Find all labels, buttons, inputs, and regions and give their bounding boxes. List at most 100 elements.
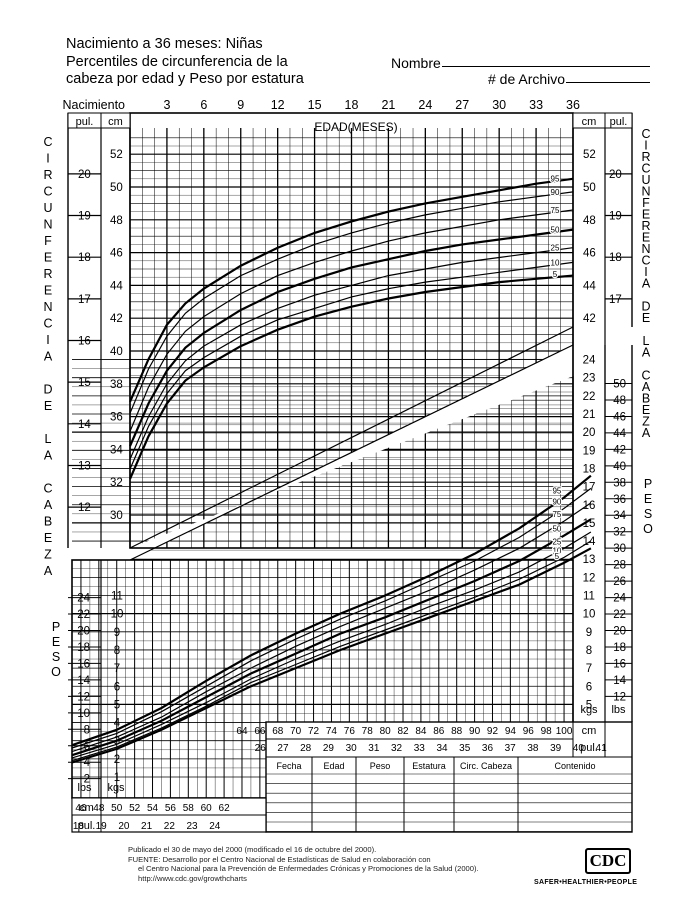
in-tick-bottom: 19 [96, 821, 108, 832]
right-head-letter: I [644, 265, 647, 279]
left-head-letter: E [44, 251, 52, 265]
weight-curve-label-10: 10 [552, 546, 561, 555]
lb-tick-right: 36 [613, 494, 626, 506]
age-tick: 30 [492, 98, 506, 112]
kg-tick-right: 17 [583, 482, 596, 494]
weight-curve-label-90: 90 [552, 497, 561, 506]
cm-tick-top: 98 [541, 726, 553, 737]
unit-cm-table: cm [582, 725, 597, 737]
age-tick: 33 [529, 98, 543, 112]
unit-pul-left: pul. [76, 116, 94, 128]
head-curve-label-75: 75 [551, 206, 560, 215]
cm-tick-left: 38 [110, 379, 123, 391]
age-tick: 9 [237, 98, 244, 112]
cm-tick-top: 70 [290, 726, 302, 737]
age-tick: 12 [271, 98, 285, 112]
lb-tick-right: 44 [613, 428, 626, 440]
in-tick-top: 30 [346, 743, 358, 754]
left-head-letter: A [44, 498, 53, 512]
chart-labels: Fecha Edad Peso Estatura Circ. Cabeza Conteni… [43, 98, 653, 832]
head-curve-label-10: 10 [551, 258, 560, 267]
lb-tick-left: 2 [84, 774, 90, 786]
archivo-field[interactable] [566, 82, 650, 83]
head-curve-label-95: 95 [551, 175, 560, 184]
nombre-label: Nombre [391, 55, 441, 71]
age-tick: 36 [566, 98, 580, 112]
lb-tick-right: 40 [613, 461, 626, 473]
kg-tick-right: 8 [586, 645, 592, 657]
in-tick-bottom: 18 [73, 821, 85, 832]
record-header-1: Edad [323, 761, 344, 771]
cm-tick-bottom: 50 [111, 803, 123, 814]
in-tick-left: 15 [78, 377, 91, 389]
kg-tick-right: 5 [586, 699, 592, 711]
cm-tick-top: 94 [505, 726, 517, 737]
in-tick-top: 27 [277, 743, 289, 754]
weight-curve-label-75: 75 [552, 510, 561, 519]
kg-tick-left: 5 [114, 699, 120, 711]
in-tick-left: 12 [78, 502, 91, 514]
in-tick-top: 32 [391, 743, 403, 754]
weight-curve-p75 [71, 502, 592, 753]
cm-tick-bottom: 56 [165, 803, 177, 814]
footer-line-4[interactable]: http://www.cdc.gov/growthcharts [138, 873, 247, 883]
kg-tick-right: 21 [583, 409, 596, 421]
head-curve-label-50: 50 [551, 226, 560, 235]
head-curve-label-5: 5 [553, 270, 558, 279]
lb-tick-left: 18 [77, 642, 90, 654]
nombre-field[interactable] [442, 66, 650, 67]
separator-line-bottom [129, 344, 574, 561]
kg-tick-left: 11 [111, 591, 123, 603]
lb-tick-right: 12 [613, 691, 626, 703]
cm-tick-bottom: 46 [75, 803, 87, 814]
in-tick-top: 28 [300, 743, 312, 754]
kg-tick-left: 10 [111, 609, 124, 621]
cm-tick-right: 48 [583, 215, 596, 227]
unit-lbs-left: lbs [77, 782, 92, 794]
in-tick-bottom: 21 [141, 821, 153, 832]
lb-tick-left: 20 [77, 625, 90, 637]
lb-tick-right: 34 [613, 510, 626, 522]
cm-tick-top: 84 [415, 726, 427, 737]
kg-tick-right: 10 [583, 609, 596, 621]
lb-tick-right: 42 [613, 444, 626, 456]
cm-tick-left: 48 [110, 215, 123, 227]
weight-curve-label-50: 50 [552, 525, 561, 534]
left-head-letter: R [43, 168, 52, 182]
head-curve-p25 [129, 247, 574, 460]
unit-kgs-left: kgs [107, 782, 125, 794]
left-head-letter: A [44, 564, 53, 578]
in-tick-left: 17 [78, 294, 91, 306]
cm-tick-top: 80 [380, 726, 392, 737]
lb-tick-right: 46 [613, 411, 626, 423]
weight-curve-label-10: 10 [552, 546, 561, 555]
kg-tick-left: 4 [114, 718, 121, 730]
cm-tick-left: 34 [110, 444, 123, 456]
left-head-letter: N [43, 218, 52, 232]
lb-tick-right: 20 [613, 625, 626, 637]
rect [71, 797, 102, 816]
in-tick-right: 17 [609, 294, 622, 306]
cm-tick-bottom: 62 [219, 803, 231, 814]
unit-pul-bottom: pul. [78, 820, 96, 832]
weight-curve-label-25: 25 [552, 537, 561, 546]
right-head-letter: E [642, 208, 650, 222]
kg-tick-right: 14 [583, 536, 596, 548]
weight-curve-label-5: 5 [555, 552, 560, 561]
lb-tick-left: 24 [77, 593, 90, 605]
head-curve-label-90: 90 [551, 188, 560, 197]
left-head-letter: L [45, 432, 52, 446]
lb-tick-left: 4 [84, 757, 91, 769]
kg-tick-right: 16 [583, 500, 596, 512]
cm-tick-bottom: 52 [129, 803, 141, 814]
left-head-letter: E [44, 399, 52, 413]
lb-tick-left: 22 [77, 609, 90, 621]
right-head-letter: C [641, 254, 650, 268]
head-curve-label-10: 10 [551, 258, 560, 267]
head-curve-p50 [128, 228, 574, 447]
lb-tick-left: 16 [77, 658, 90, 670]
record-header-5: Contenido [554, 761, 595, 771]
unit-lbs-right: lbs [611, 704, 626, 716]
head-curve-label-5: 5 [553, 270, 558, 279]
lb-tick-right: 18 [613, 642, 626, 654]
